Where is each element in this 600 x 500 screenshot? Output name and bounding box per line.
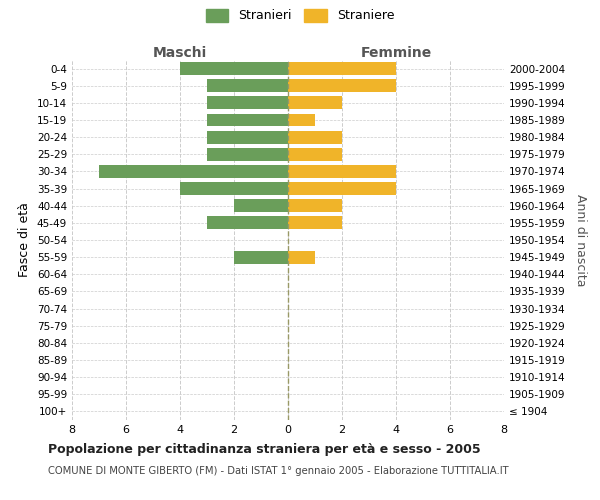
Legend: Stranieri, Straniere: Stranieri, Straniere — [206, 8, 394, 22]
Bar — [207, 114, 288, 126]
Bar — [207, 96, 288, 110]
Bar — [288, 62, 396, 75]
Text: COMUNE DI MONTE GIBERTO (FM) - Dati ISTAT 1° gennaio 2005 - Elaborazione TUTTITA: COMUNE DI MONTE GIBERTO (FM) - Dati ISTA… — [48, 466, 509, 476]
Bar — [288, 165, 396, 178]
Bar — [99, 165, 288, 178]
Bar — [288, 130, 342, 143]
Bar — [180, 62, 288, 75]
Bar — [288, 114, 315, 126]
Bar — [180, 182, 288, 195]
Y-axis label: Anni di nascita: Anni di nascita — [574, 194, 587, 286]
Bar — [288, 96, 342, 110]
Bar — [207, 130, 288, 143]
Bar — [288, 200, 342, 212]
Bar — [288, 80, 396, 92]
Bar — [207, 148, 288, 160]
Bar — [207, 216, 288, 230]
Text: Femmine: Femmine — [361, 46, 431, 60]
Bar — [288, 250, 315, 264]
Bar — [288, 148, 342, 160]
Bar — [234, 250, 288, 264]
Text: Popolazione per cittadinanza straniera per età e sesso - 2005: Popolazione per cittadinanza straniera p… — [48, 442, 481, 456]
Y-axis label: Fasce di età: Fasce di età — [19, 202, 31, 278]
Bar — [234, 200, 288, 212]
Bar — [288, 216, 342, 230]
Bar — [207, 80, 288, 92]
Bar — [288, 182, 396, 195]
Text: Maschi: Maschi — [153, 46, 207, 60]
